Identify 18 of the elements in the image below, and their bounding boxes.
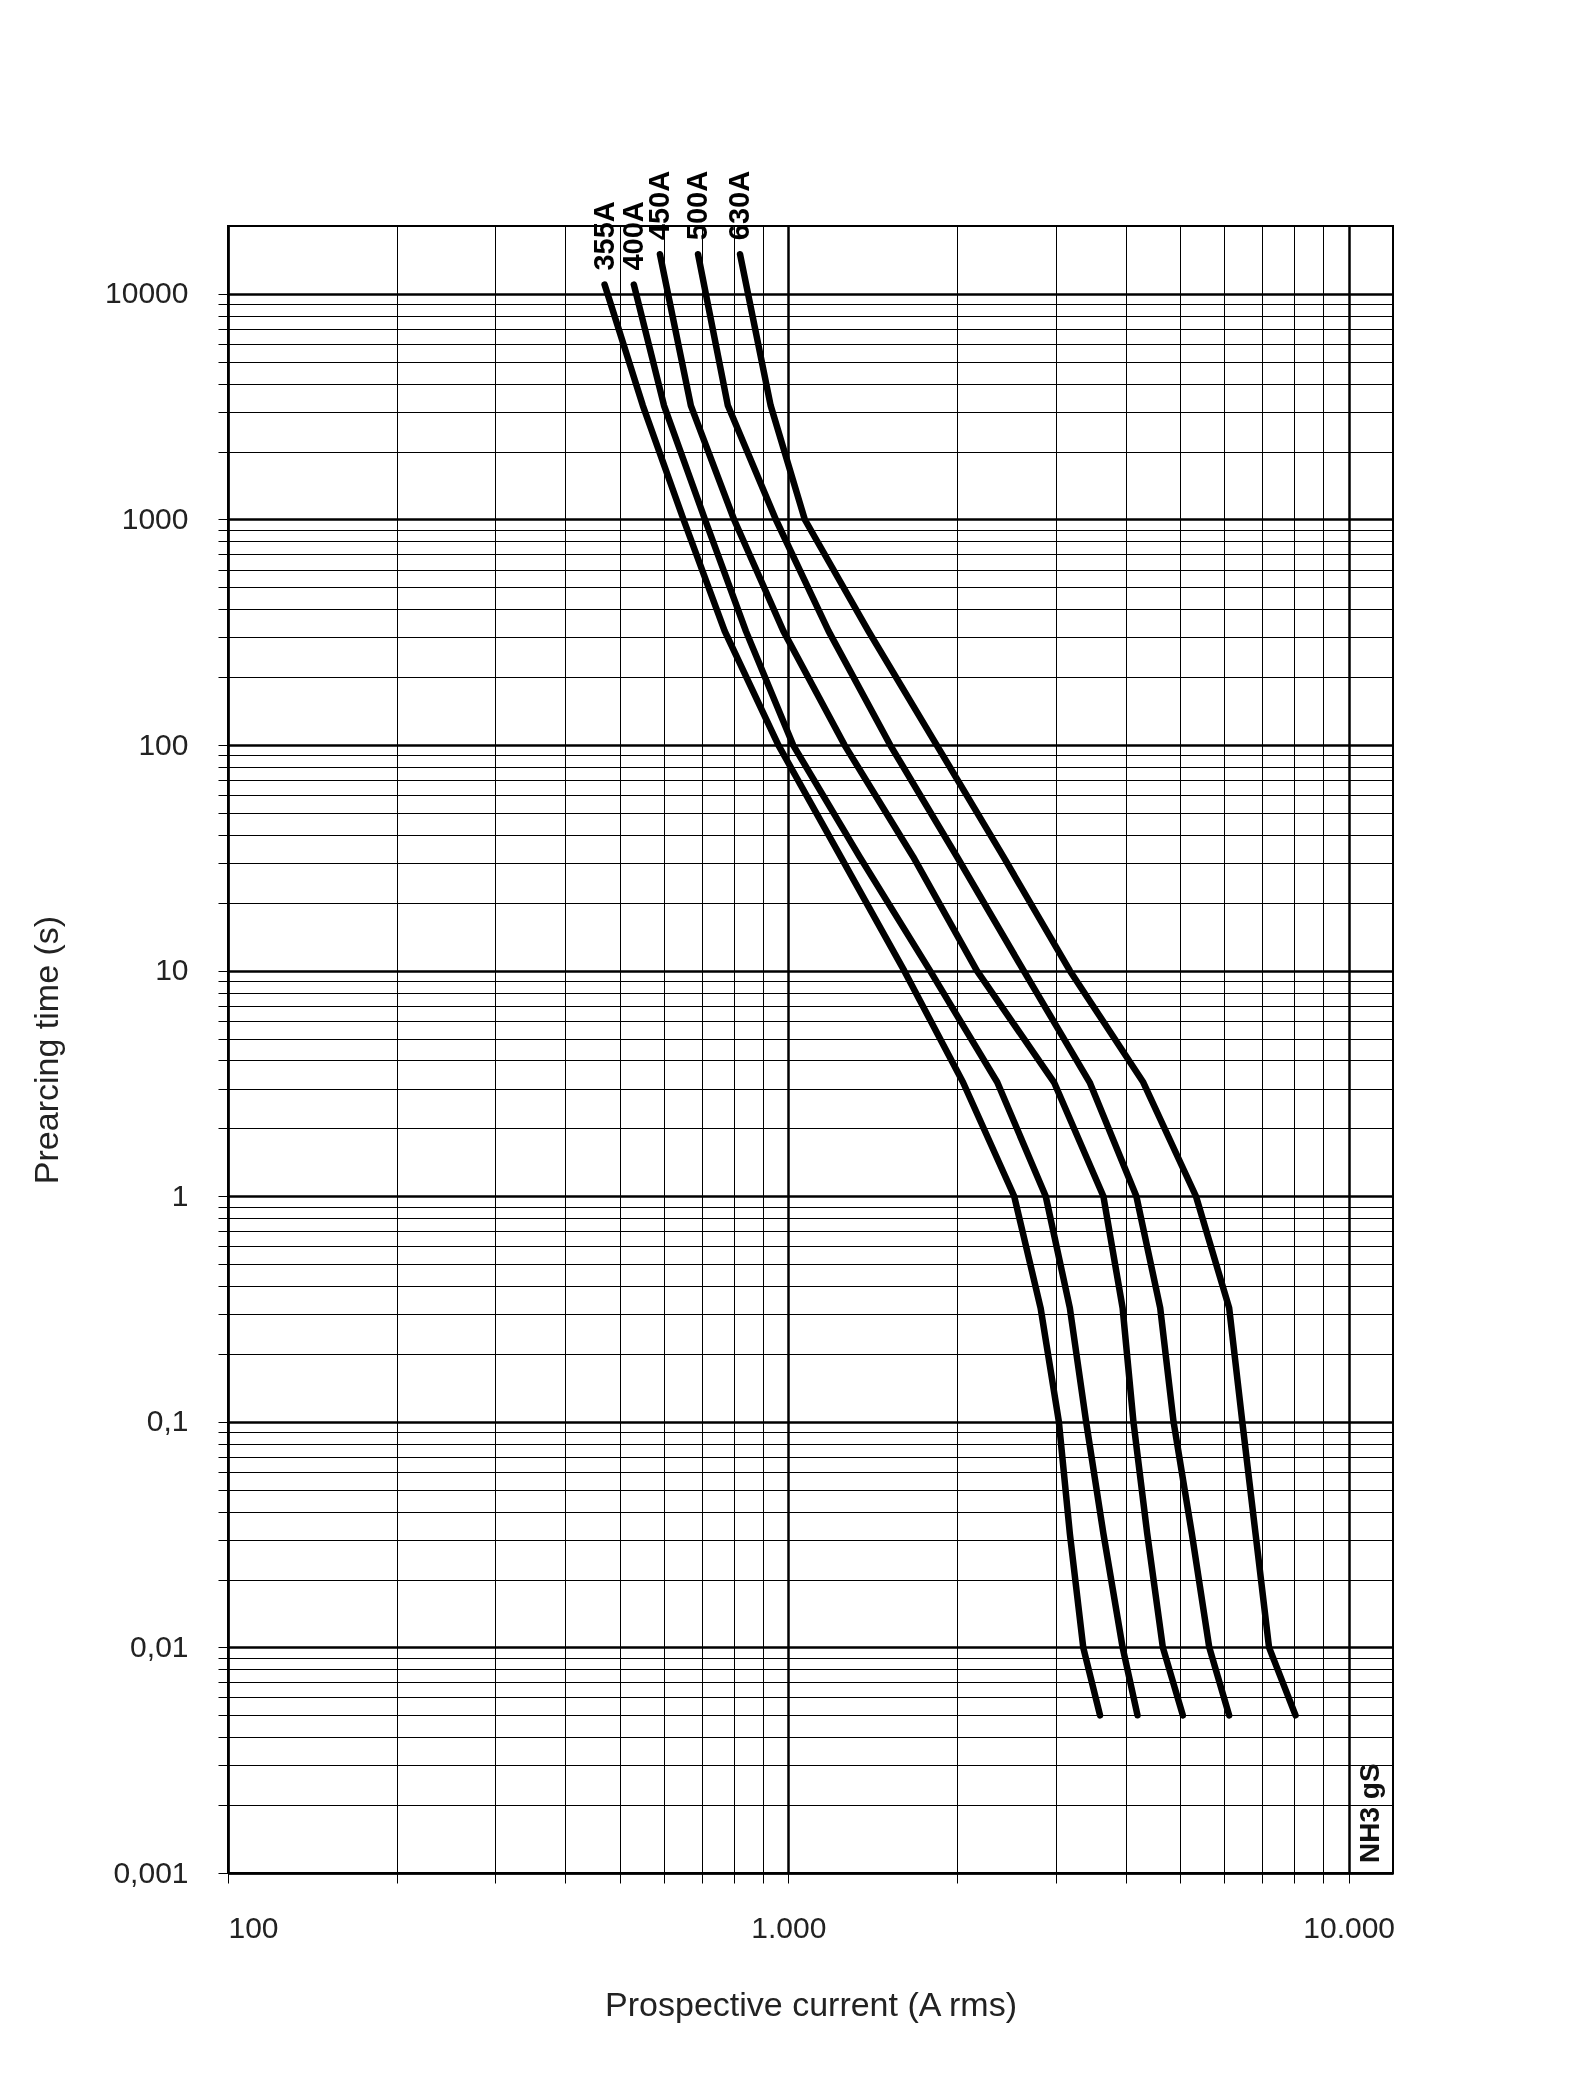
y-axis-title: Prearcing time (s) [27, 915, 66, 1185]
annotation: NH3 gS [1354, 1763, 1385, 1863]
y-tick-label: 0,01 [130, 1629, 189, 1663]
x-tick-label: 100 [228, 1910, 279, 1944]
text: 450A [642, 170, 675, 241]
y-tick-label: 0,001 [113, 1855, 189, 1889]
text: 355A [587, 201, 620, 271]
y-tick-label: 1 [171, 1178, 189, 1212]
y-tick-label: 100 [138, 727, 189, 761]
y-tick-label: 10 [155, 953, 189, 987]
x-tick-label: 10.000 [1303, 1910, 1396, 1944]
text: 500A [681, 170, 714, 241]
text: 630A [723, 170, 756, 241]
x-axis-title: Prospective current (A rms) [605, 1984, 1017, 2023]
y-tick-label: 0,1 [146, 1404, 189, 1438]
y-tick-label: 1000 [121, 501, 189, 535]
x-tick-label: 1.000 [751, 1910, 827, 1944]
y-tick-label: 10000 [105, 276, 189, 310]
